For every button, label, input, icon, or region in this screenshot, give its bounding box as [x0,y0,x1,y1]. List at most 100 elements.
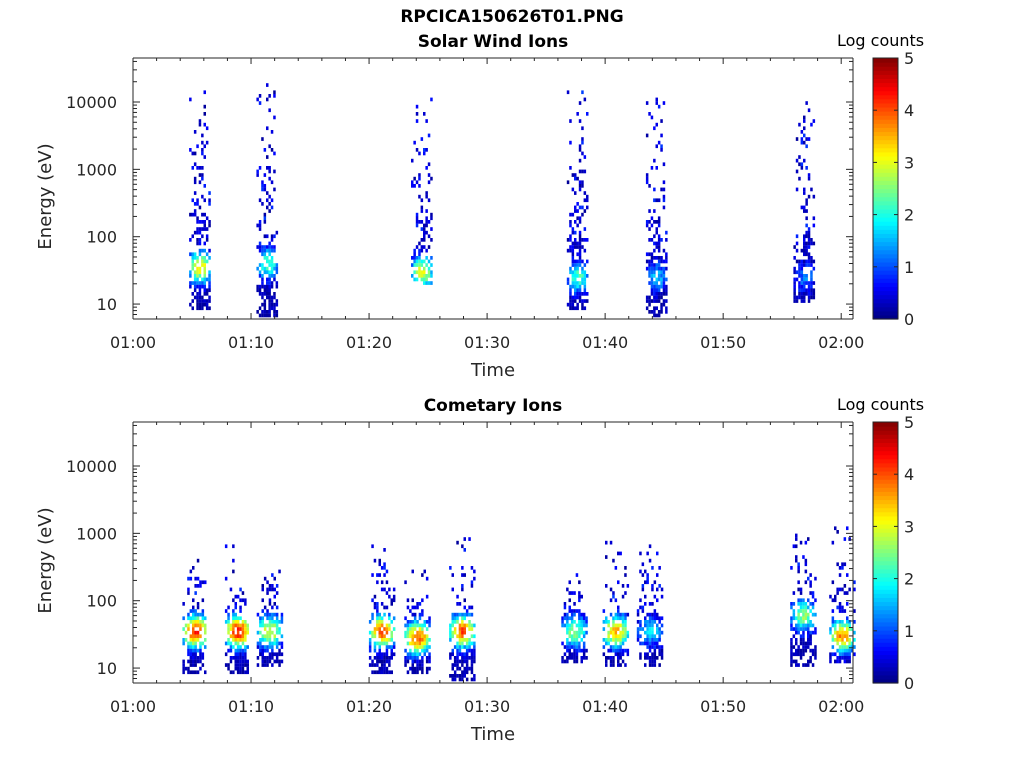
heatmap-cell [196,299,199,303]
heatmap-cell [189,212,192,217]
heatmap-cell [189,670,193,675]
heatmap-cell [803,187,806,192]
heatmap-cell [800,205,804,210]
heatmap-cell [580,659,583,664]
heatmap-cell [241,666,245,671]
colorbar-step [873,658,898,664]
heatmap-cell [651,656,654,660]
heatmap-cell [665,252,668,257]
heatmap-cell [648,620,652,624]
burst-10 [829,526,856,664]
heatmap-cell [465,652,469,657]
heatmap-cell [193,252,197,257]
heatmap-cell [621,594,625,599]
heatmap-cell [571,277,575,282]
heatmap-cell [380,587,384,592]
heatmap-cell [241,663,245,667]
heatmap-cell [409,609,412,613]
heatmap-cell [378,558,381,563]
heatmap-cell [385,580,389,585]
heatmap-cell [420,248,424,253]
heatmap-cell [814,598,817,603]
heatmap-cell [425,248,428,253]
heatmap-cell [416,652,419,657]
x-tick-label: 01:20 [346,697,392,716]
heatmap-cell [203,198,206,203]
heatmap-cell [234,652,237,657]
heatmap-cell [568,641,571,646]
heatmap-cell [578,180,582,185]
heatmap-cell [573,634,576,639]
heatmap-cell [614,616,618,621]
heatmap-cell [388,659,391,664]
heatmap-cell [453,659,457,664]
heatmap-cell [261,202,264,206]
y-tick-label: 10000 [66,93,117,112]
heatmap-cell [371,573,374,577]
heatmap-cell [423,274,426,278]
heatmap-cell [259,648,262,653]
heatmap-cell [385,666,389,671]
heatmap-cell [418,248,421,253]
heatmap-cell [271,616,274,621]
heatmap-cell [792,609,796,613]
heatmap-cell [449,566,452,570]
heatmap-cell [415,223,419,228]
heatmap-cell [390,630,393,635]
heatmap-cell [853,620,856,624]
heatmap-cell [576,288,579,293]
heatmap-cell [453,616,457,621]
colorbar-step [873,475,898,480]
heatmap-cell [653,310,656,314]
heatmap-cell [229,641,233,646]
heatmap-cell [648,645,652,649]
heatmap-cell [841,562,844,567]
heatmap-cell [804,558,808,563]
heatmap-cell [268,299,271,303]
heatmap-cell [430,263,433,267]
heatmap-cell [406,641,410,646]
heatmap-cell [465,659,469,664]
heatmap-cell [418,623,422,628]
heatmap-cell [423,569,426,574]
heatmap-cell [411,256,414,260]
heatmap-cell [665,259,668,264]
heatmap-cell [836,630,839,635]
heatmap-cell [413,627,417,631]
heatmap-cell [803,115,806,120]
heatmap-cell [657,266,661,271]
heatmap-cell [261,310,264,314]
burst-8 [636,544,664,667]
heatmap-cell [203,281,206,285]
heatmap-cell [232,616,235,621]
heatmap-cell [810,270,813,275]
heatmap-cell [836,659,839,664]
heatmap-cell [650,115,654,120]
heatmap-cell [263,638,267,642]
x-tick-label: 01:00 [110,697,156,716]
heatmap-cell [803,140,806,145]
heatmap-cell [644,569,647,574]
heatmap-cell [456,641,459,646]
heatmap-cell [799,591,803,595]
heatmap-cell [465,666,469,671]
heatmap-cell [578,620,581,624]
heatmap-cell [639,551,642,556]
heatmap-cell [189,645,193,649]
heatmap-cell [413,259,416,264]
heatmap-cell [790,645,793,649]
heatmap-cell [192,652,195,657]
heatmap-cell [653,241,656,246]
heatmap-cell [651,620,654,624]
heatmap-cell [208,223,211,228]
heatmap-cell [266,663,269,667]
heatmap-cell [261,302,264,307]
heatmap-cell [644,652,647,657]
heatmap-cell [246,623,249,628]
heatmap-cell [461,670,464,675]
heatmap-cell [804,540,808,545]
heatmap-cell [266,623,269,628]
heatmap-cell [571,295,575,300]
colorbar-step [873,511,898,517]
heatmap-cell [415,270,419,275]
